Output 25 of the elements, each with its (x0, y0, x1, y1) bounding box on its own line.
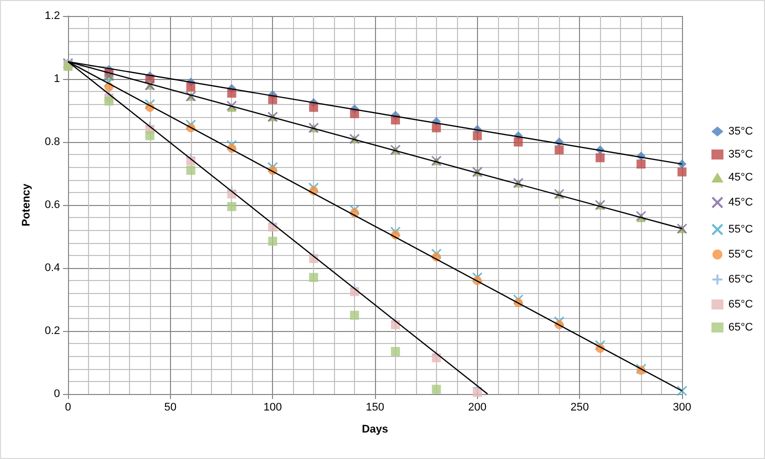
x-tick-label: 300 (672, 402, 692, 414)
legend-label: 35°C (728, 148, 754, 160)
legend-label: 65°C (728, 298, 754, 310)
y-tick-label: 0.2 (44, 325, 60, 337)
y-axis-title: Potency (20, 182, 32, 226)
legend-label: 55°C (728, 224, 754, 236)
x-tick-label: 50 (164, 402, 176, 414)
y-tick-label: 0 (54, 388, 60, 400)
x-axis-title: Days (362, 424, 388, 436)
legend-label: 45°C (728, 196, 754, 208)
legend-label: 45°C (728, 172, 754, 184)
y-tick-label: 1.2 (44, 10, 60, 22)
legend-label: 65°C (728, 274, 754, 286)
y-tick-label: 0.8 (44, 136, 60, 148)
legend-label: 35°C (728, 126, 754, 138)
y-tick-label: 0.4 (44, 262, 60, 274)
legend-label: 55°C (728, 248, 754, 260)
x-tick-label: 0 (64, 402, 72, 414)
legend-label: 65°C (728, 322, 754, 334)
y-tick-label: 0.6 (44, 199, 60, 211)
x-tick-label: 100 (263, 402, 282, 414)
y-tick-label: 1 (54, 73, 60, 85)
x-tick-label: 250 (570, 402, 589, 414)
x-tick-label: 200 (468, 402, 487, 414)
x-tick-label: 150 (366, 402, 384, 414)
